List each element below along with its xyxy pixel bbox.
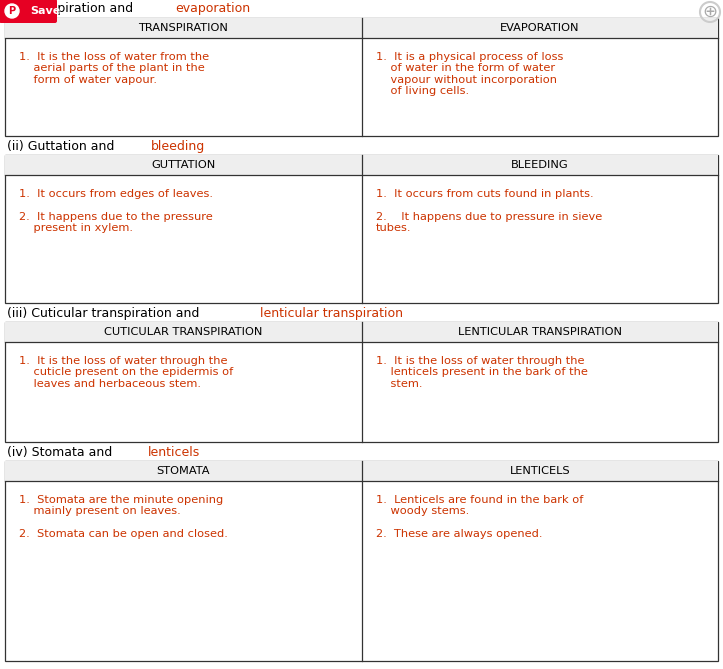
Text: evaporation: evaporation (175, 2, 250, 15)
Bar (5, 461, 718, 661)
Bar (5, 155, 362, 175)
Text: form of water vapour.: form of water vapour. (19, 75, 157, 85)
Text: GUTTATION: GUTTATION (151, 160, 215, 170)
Text: 1.  It is the loss of water through the: 1. It is the loss of water through the (19, 356, 228, 366)
Text: EVAPORATION: EVAPORATION (500, 23, 580, 33)
Text: LENTICULAR TRANSPIRATION: LENTICULAR TRANSPIRATION (458, 327, 622, 337)
Text: present in xylem.: present in xylem. (19, 223, 133, 233)
Bar (5, 18, 362, 38)
Text: BLEEDING: BLEEDING (511, 160, 568, 170)
Bar (362, 461, 718, 481)
Text: 1.  It occurs from edges of leaves.: 1. It occurs from edges of leaves. (19, 189, 213, 199)
Text: bleeding: bleeding (150, 140, 205, 153)
Bar (5, 155, 718, 303)
Text: woody stems.: woody stems. (375, 506, 469, 516)
Text: 1.  Stomata are the minute opening: 1. Stomata are the minute opening (19, 495, 223, 505)
Text: LENTICELS: LENTICELS (510, 466, 570, 476)
Text: 2.    It happens due to pressure in sieve: 2. It happens due to pressure in sieve (375, 212, 602, 222)
Bar (362, 18, 718, 38)
Text: 1.  It is the loss of water through the: 1. It is the loss of water through the (375, 356, 584, 366)
Text: (iii) Cuticular transpiration and: (iii) Cuticular transpiration and (7, 307, 203, 320)
Text: CUTICULAR TRANSPIRATION: CUTICULAR TRANSPIRATION (104, 327, 262, 337)
Text: (iv) Stomata and: (iv) Stomata and (7, 446, 116, 459)
Text: tubes.: tubes. (375, 223, 411, 233)
Text: 1.  It is a physical process of loss: 1. It is a physical process of loss (375, 52, 563, 62)
Text: of water in the form of water: of water in the form of water (375, 64, 555, 74)
Text: 2.  It happens due to the pressure: 2. It happens due to the pressure (19, 212, 213, 222)
Text: 1.  Lenticels are found in the bark of: 1. Lenticels are found in the bark of (375, 495, 583, 505)
Text: P: P (9, 6, 16, 16)
Bar (5, 461, 362, 481)
Text: Save: Save (30, 6, 60, 16)
FancyBboxPatch shape (0, 0, 57, 23)
Text: lenticels present in the bark of the: lenticels present in the bark of the (375, 367, 587, 377)
Text: (ii) Guttation and: (ii) Guttation and (7, 140, 119, 153)
Text: leaves and herbaceous stem.: leaves and herbaceous stem. (19, 379, 201, 389)
Text: 2.  These are always opened.: 2. These are always opened. (375, 529, 542, 539)
Bar (5, 18, 718, 136)
Text: cuticle present on the epidermis of: cuticle present on the epidermis of (19, 367, 234, 377)
Text: TRANSPIRATION: TRANSPIRATION (138, 23, 228, 33)
Text: mainly present on leaves.: mainly present on leaves. (19, 506, 181, 516)
Bar (5, 155, 718, 303)
Bar (5, 322, 362, 342)
Bar (362, 322, 718, 342)
Text: aerial parts of the plant in the: aerial parts of the plant in the (19, 64, 205, 74)
Text: 1.  It is the loss of water from the: 1. It is the loss of water from the (19, 52, 209, 62)
Text: vapour without incorporation: vapour without incorporation (375, 75, 557, 85)
Bar (5, 461, 718, 661)
Text: lenticular transpiration: lenticular transpiration (260, 307, 403, 320)
Text: lenticels: lenticels (148, 446, 200, 459)
Text: stem.: stem. (375, 379, 422, 389)
Text: 2.  Stomata can be open and closed.: 2. Stomata can be open and closed. (19, 529, 228, 539)
Bar (5, 322, 718, 442)
Text: (i) Transpiration and: (i) Transpiration and (7, 2, 137, 15)
Bar (5, 322, 718, 442)
Text: ⊕: ⊕ (703, 3, 717, 21)
Text: 1.  It occurs from cuts found in plants.: 1. It occurs from cuts found in plants. (375, 189, 593, 199)
Circle shape (5, 4, 19, 18)
Bar (362, 155, 718, 175)
Text: STOMATA: STOMATA (156, 466, 210, 476)
Bar (5, 18, 718, 136)
Text: of living cells.: of living cells. (375, 86, 469, 96)
